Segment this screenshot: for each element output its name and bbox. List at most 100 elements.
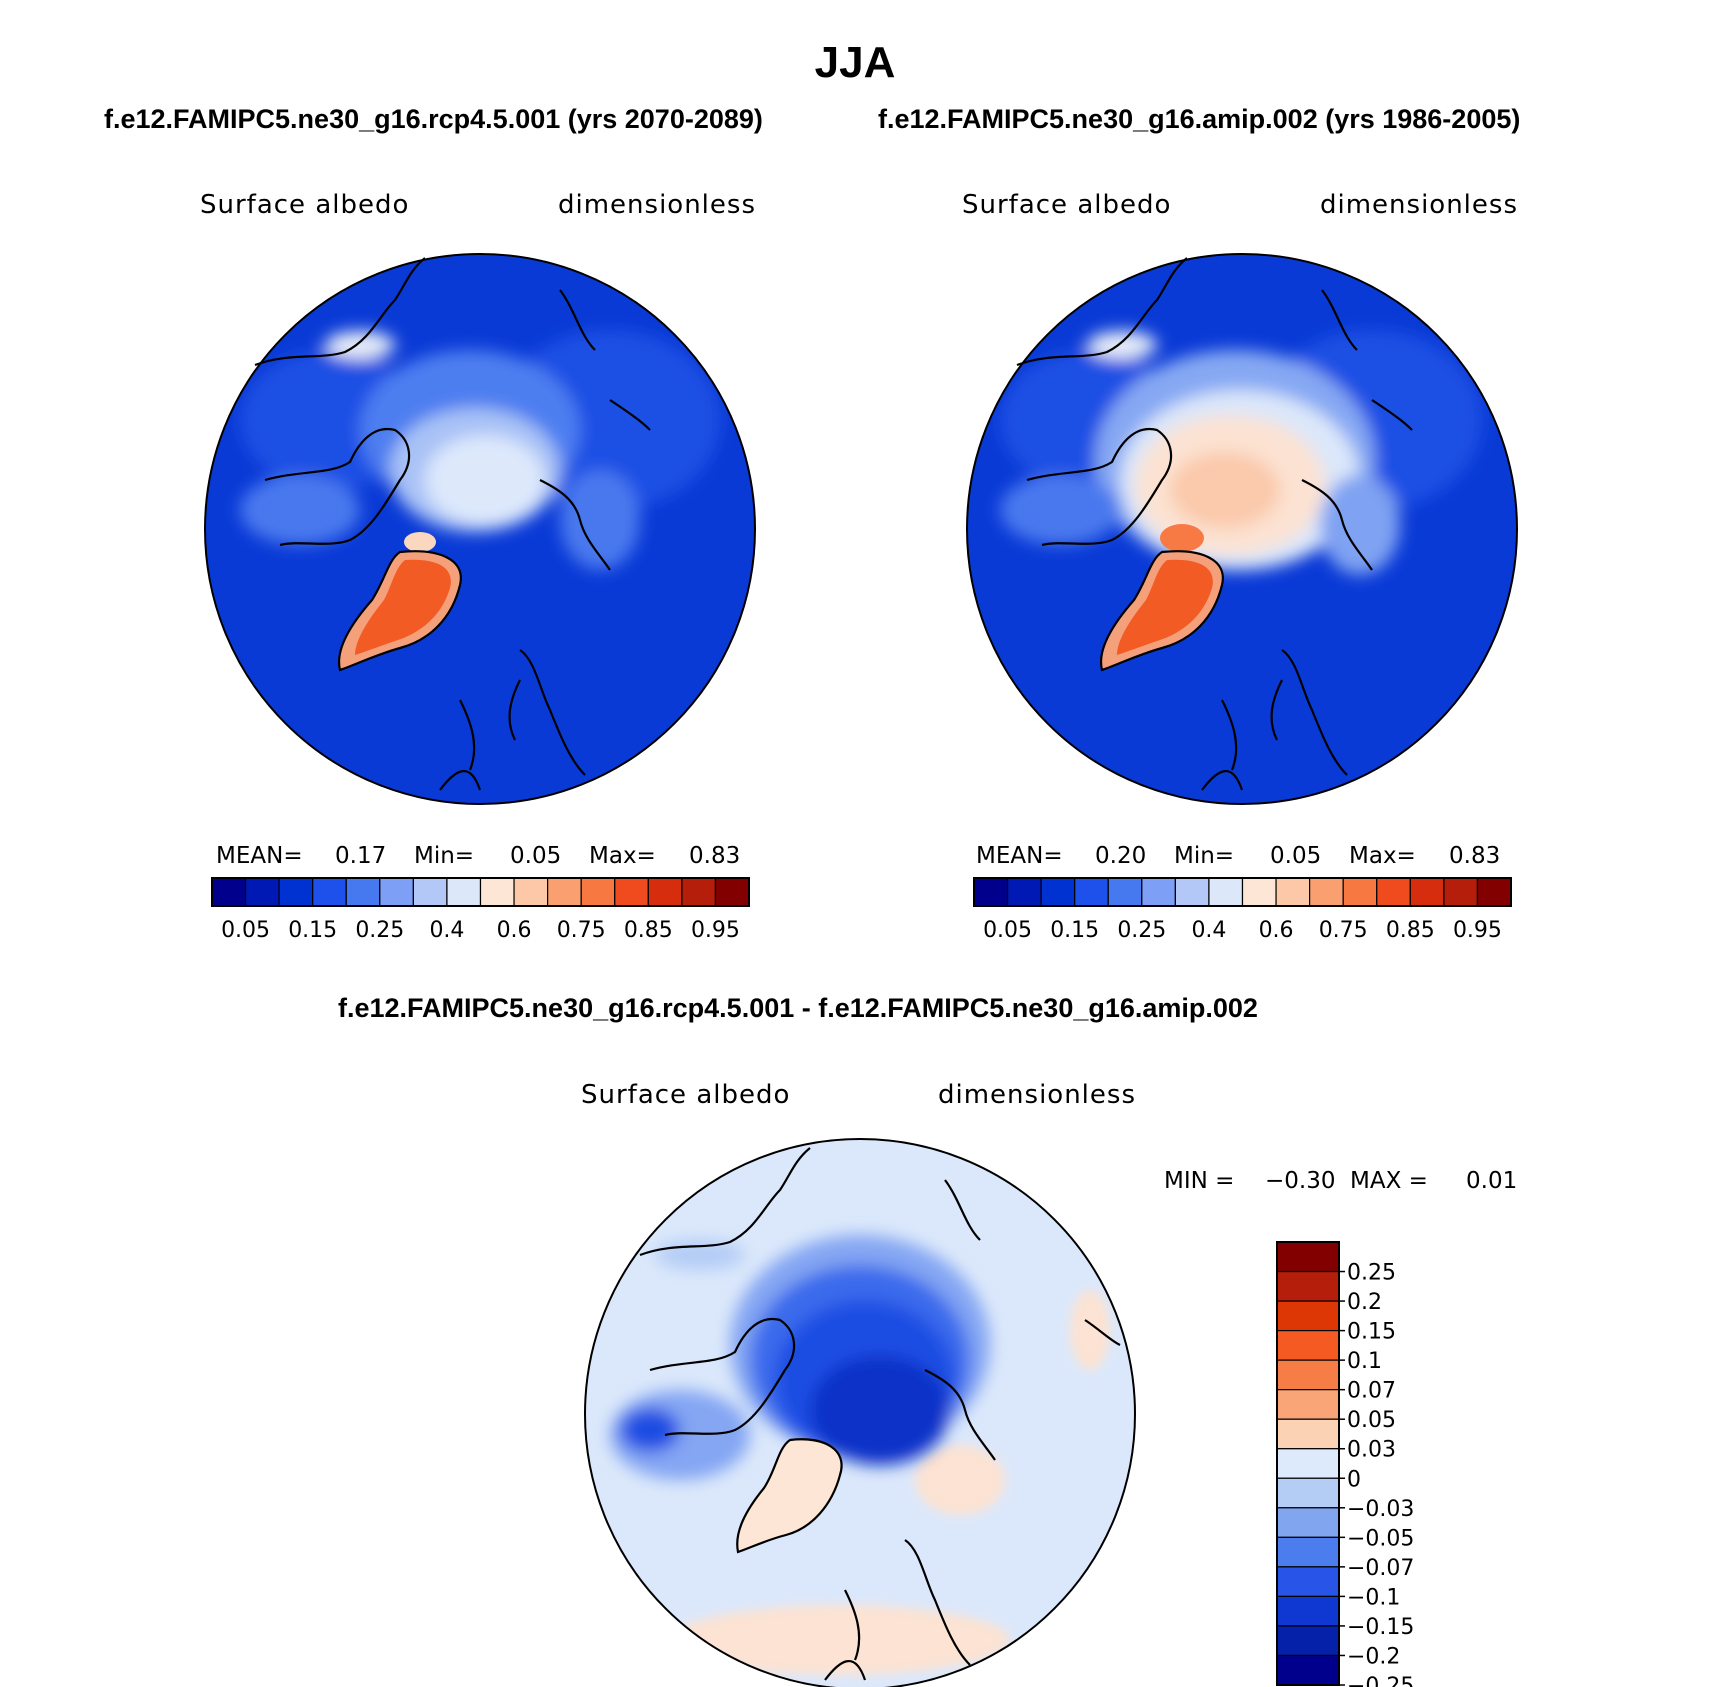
panel2-max-value: 0.83 <box>1449 843 1501 869</box>
panel2-max-label: Max= <box>1349 843 1416 869</box>
panel1-colorbar-swatch-1 <box>244 877 280 907</box>
panel1-max-value: 0.83 <box>689 843 741 869</box>
panel2-colorbar-swatch-5 <box>1141 877 1176 907</box>
panel2-mean-label: MEAN= <box>976 843 1063 869</box>
diff-greenland <box>737 1439 842 1552</box>
diff-colorbar-swatch-3 <box>1276 1329 1340 1361</box>
panel1-colorbar-swatch-2 <box>278 877 314 907</box>
panel1-greenland <box>339 551 461 670</box>
panel2-colorbar-swatch-7 <box>1208 877 1244 907</box>
panel1-units-label: dimensionless <box>558 190 756 220</box>
diff-colorbar-swatch-14 <box>1276 1654 1340 1686</box>
panel1-max-label: Max= <box>589 843 656 869</box>
diff-colorbar-swatch-8 <box>1276 1477 1340 1509</box>
panel2-colorbar-swatch-11 <box>1342 877 1378 907</box>
panel1-variable-label: Surface albedo <box>200 190 410 220</box>
diff-colorbar-tick-label: 0.03 <box>1347 1438 1396 1463</box>
panel2-colorbar-tick-label: 0.05 <box>983 918 1032 943</box>
panel1-colorbar-swatch-13 <box>647 877 683 907</box>
diff-border <box>584 1138 1136 1687</box>
panel1-colorbar-swatch-7 <box>446 877 482 907</box>
panel2-colorbar-tick-label: 0.25 <box>1117 918 1166 943</box>
diff-colorbar-tick-label: 0.25 <box>1347 1261 1396 1286</box>
panel1-case-title: f.e12.FAMIPC5.ne30_g16.rcp4.5.001 (yrs 2… <box>104 104 763 134</box>
panel1-colorbar-swatch-10 <box>547 877 582 907</box>
diff-colorbar-swatch-7 <box>1276 1448 1340 1479</box>
panel2-colorbar: 0.05 0.15 0.25 0.4 0.6 0.75 0.85 0.95 <box>973 877 1512 943</box>
panel2-variable-label: Surface albedo <box>962 190 1172 220</box>
diff-colorbar-frame <box>1276 1241 1340 1686</box>
diff-min-value: −0.30 <box>1265 1168 1336 1194</box>
panel2-colorbar-frame <box>973 877 1512 907</box>
panel1-colorbar-tick-label: 0.05 <box>221 918 270 943</box>
panel1-colorbar-swatch-8 <box>479 877 515 907</box>
panel1-colorbar-swatch-5 <box>379 877 414 907</box>
panel1-colorbar-swatch-3 <box>312 877 347 907</box>
diff-colorbar-swatch-4 <box>1276 1359 1340 1391</box>
coastlines <box>254 257 1413 1681</box>
panel2-colorbar-swatch-0 <box>973 877 1009 907</box>
panel1-min-label: Min= <box>414 843 475 869</box>
panel1-colorbar-tick-label: 0.4 <box>429 918 464 943</box>
panel1-colorbar-swatch-4 <box>345 877 381 907</box>
panel2-colorbar-tick-label: 0.85 <box>1386 918 1435 943</box>
diff-colorbar-swatch-12 <box>1276 1595 1340 1627</box>
panel2-colorbar-swatch-8 <box>1241 877 1277 907</box>
panel2-colorbar-swatch-3 <box>1074 877 1109 907</box>
panel1-colorbar-swatch-0 <box>211 877 247 907</box>
panel2-colorbar-swatch-13 <box>1409 877 1445 907</box>
diff-colorbar-tick-label: 0.15 <box>1347 1320 1396 1345</box>
panel1-colorbar-tick-label: 0.85 <box>624 918 673 943</box>
diff-colorbar-tick-label: −0.25 <box>1347 1674 1414 1687</box>
diff-colorbar-tick-label: 0.05 <box>1347 1408 1396 1433</box>
panel1-colorbar-swatch-12 <box>614 877 649 907</box>
panel2-colorbar-tick-label: 0.15 <box>1050 918 1099 943</box>
panel2-colorbar-swatch-6 <box>1174 877 1210 907</box>
panel1-mean-label: MEAN= <box>216 843 303 869</box>
panel2-polar-map <box>967 254 1517 804</box>
panel2-colorbar-swatch-1 <box>1006 877 1042 907</box>
diff-max-label: MAX = <box>1350 1168 1428 1194</box>
panel1-colorbar-swatch-9 <box>513 877 549 907</box>
diff-colorbar-tick-label: −0.07 <box>1347 1556 1414 1581</box>
panel2-colorbar-swatch-2 <box>1040 877 1076 907</box>
panel1-colorbar-tick-label: 0.95 <box>691 918 740 943</box>
diff-colorbar-swatch-6 <box>1276 1418 1340 1450</box>
diff-colorbar-tick-label: 0.2 <box>1347 1290 1382 1315</box>
panel2-colorbar-tick-label: 0.6 <box>1259 918 1294 943</box>
diff-max-value: 0.01 <box>1466 1168 1518 1194</box>
diff-min-label: MIN = <box>1164 1168 1235 1194</box>
panel2-colorbar-tick-label: 0.4 <box>1191 918 1226 943</box>
panel1-mean-value: 0.17 <box>335 843 387 869</box>
diff-colorbar-swatch-5 <box>1276 1389 1340 1420</box>
diff-units-label: dimensionless <box>938 1080 1136 1110</box>
panel2-border <box>966 253 1518 805</box>
diff-polar-map <box>585 1139 1135 1687</box>
panel1-colorbar: 0.05 0.15 0.25 0.4 0.6 0.75 0.85 0.95 <box>211 877 750 943</box>
diff-colorbar-tick-label: −0.15 <box>1347 1615 1414 1640</box>
panel2-colorbar-swatch-15 <box>1476 877 1512 907</box>
diff-colorbar-tick-label: −0.2 <box>1347 1644 1400 1669</box>
panel2-min-label: Min= <box>1174 843 1235 869</box>
diff-colorbar: 0.25 0.2 0.15 0.1 0.07 0.05 0.03 0 −0.03 −0.05 −0.… <box>1276 1241 1414 1687</box>
diff-colorbar-swatch-2 <box>1276 1300 1340 1332</box>
diff-colorbar-swatch-10 <box>1276 1536 1340 1568</box>
diff-variable-label: Surface albedo <box>581 1080 791 1110</box>
panel1-colorbar-swatch-11 <box>580 877 616 907</box>
panel1-colorbar-frame <box>211 877 750 907</box>
diff-colorbar-tick-label: −0.03 <box>1347 1497 1414 1522</box>
panel2-min-value: 0.05 <box>1270 843 1322 869</box>
panel1-colorbar-swatch-14 <box>681 877 717 907</box>
panel2-units-label: dimensionless <box>1320 190 1518 220</box>
panel1-colorbar-swatch-6 <box>412 877 448 907</box>
panel2-colorbar-swatch-12 <box>1376 877 1411 907</box>
diff-colorbar-swatch-13 <box>1276 1625 1340 1657</box>
diff-colorbar-tick-label: −0.1 <box>1347 1585 1400 1610</box>
panel1-colorbar-swatch-15 <box>714 877 750 907</box>
diff-colorbar-tick-label: 0 <box>1347 1467 1361 1492</box>
diff-colorbar-tick-label: 0.1 <box>1347 1349 1382 1374</box>
panel2-colorbar-swatch-14 <box>1443 877 1479 907</box>
panel2-colorbar-swatch-10 <box>1309 877 1344 907</box>
panel2-colorbar-tick-label: 0.95 <box>1453 918 1502 943</box>
